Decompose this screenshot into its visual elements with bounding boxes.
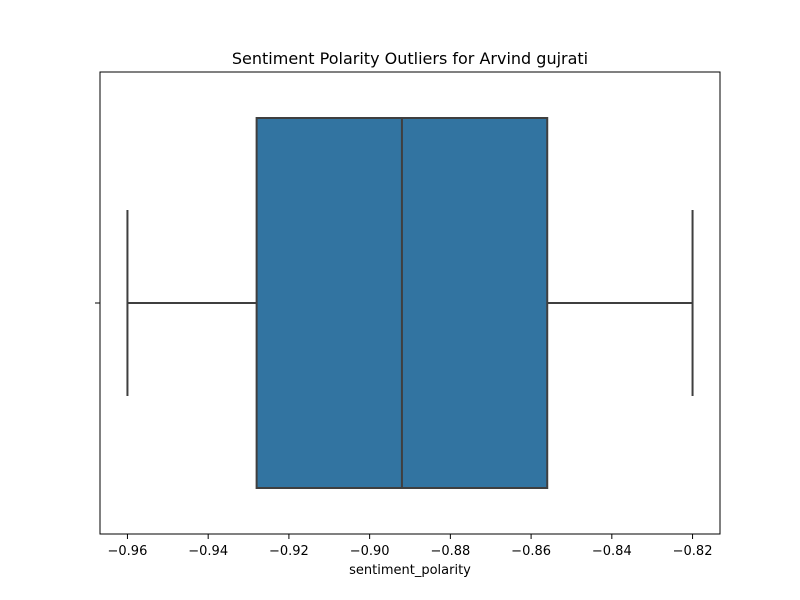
x-tick-label: −0.82 [673,544,713,559]
x-tick-label: −0.94 [188,544,228,559]
chart-title: Sentiment Polarity Outliers for Arvind g… [232,49,588,68]
x-tick-label: −0.88 [430,544,470,559]
x-tick-label: −0.92 [269,544,309,559]
x-tick-label: −0.84 [592,544,632,559]
x-tick-label: −0.90 [350,544,390,559]
x-tick-label: −0.86 [511,544,551,559]
plot-area [126,117,694,489]
x-axis-ticks: −0.96 −0.94 −0.92 −0.90 −0.88 −0.86 −0.84 −0.82 [108,534,713,559]
x-tick-label: −0.96 [108,544,148,559]
x-axis-label: sentiment_polarity [349,563,471,578]
